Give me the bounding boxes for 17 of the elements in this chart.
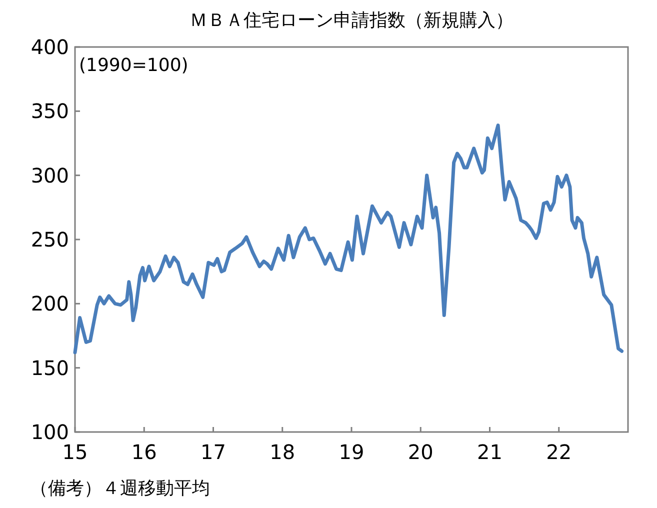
y-tick-label: 250: [30, 228, 69, 252]
y-tick-label: 350: [30, 99, 69, 124]
chart-title: ＭＢＡ住宅ローン申請指数（新規購入）: [190, 10, 514, 31]
y-tick-label: 200: [30, 292, 69, 316]
y-tick-label: 150: [30, 356, 69, 380]
x-tick-label: 21: [477, 440, 502, 464]
x-tick-label: 17: [200, 440, 226, 464]
x-tick-label: 19: [338, 440, 364, 464]
x-tick-label: 22: [546, 440, 572, 464]
line-series: [73, 124, 624, 354]
y-axis-title: (1990=100): [79, 55, 188, 76]
x-tick-label: 16: [131, 440, 157, 464]
y-tick-label: 300: [30, 163, 69, 188]
y-tick-label: 400: [30, 35, 69, 59]
text: （備考）４週移動平均: [30, 478, 210, 499]
x-tick-label: 18: [270, 440, 296, 464]
x-tick-label: 20: [408, 440, 434, 464]
